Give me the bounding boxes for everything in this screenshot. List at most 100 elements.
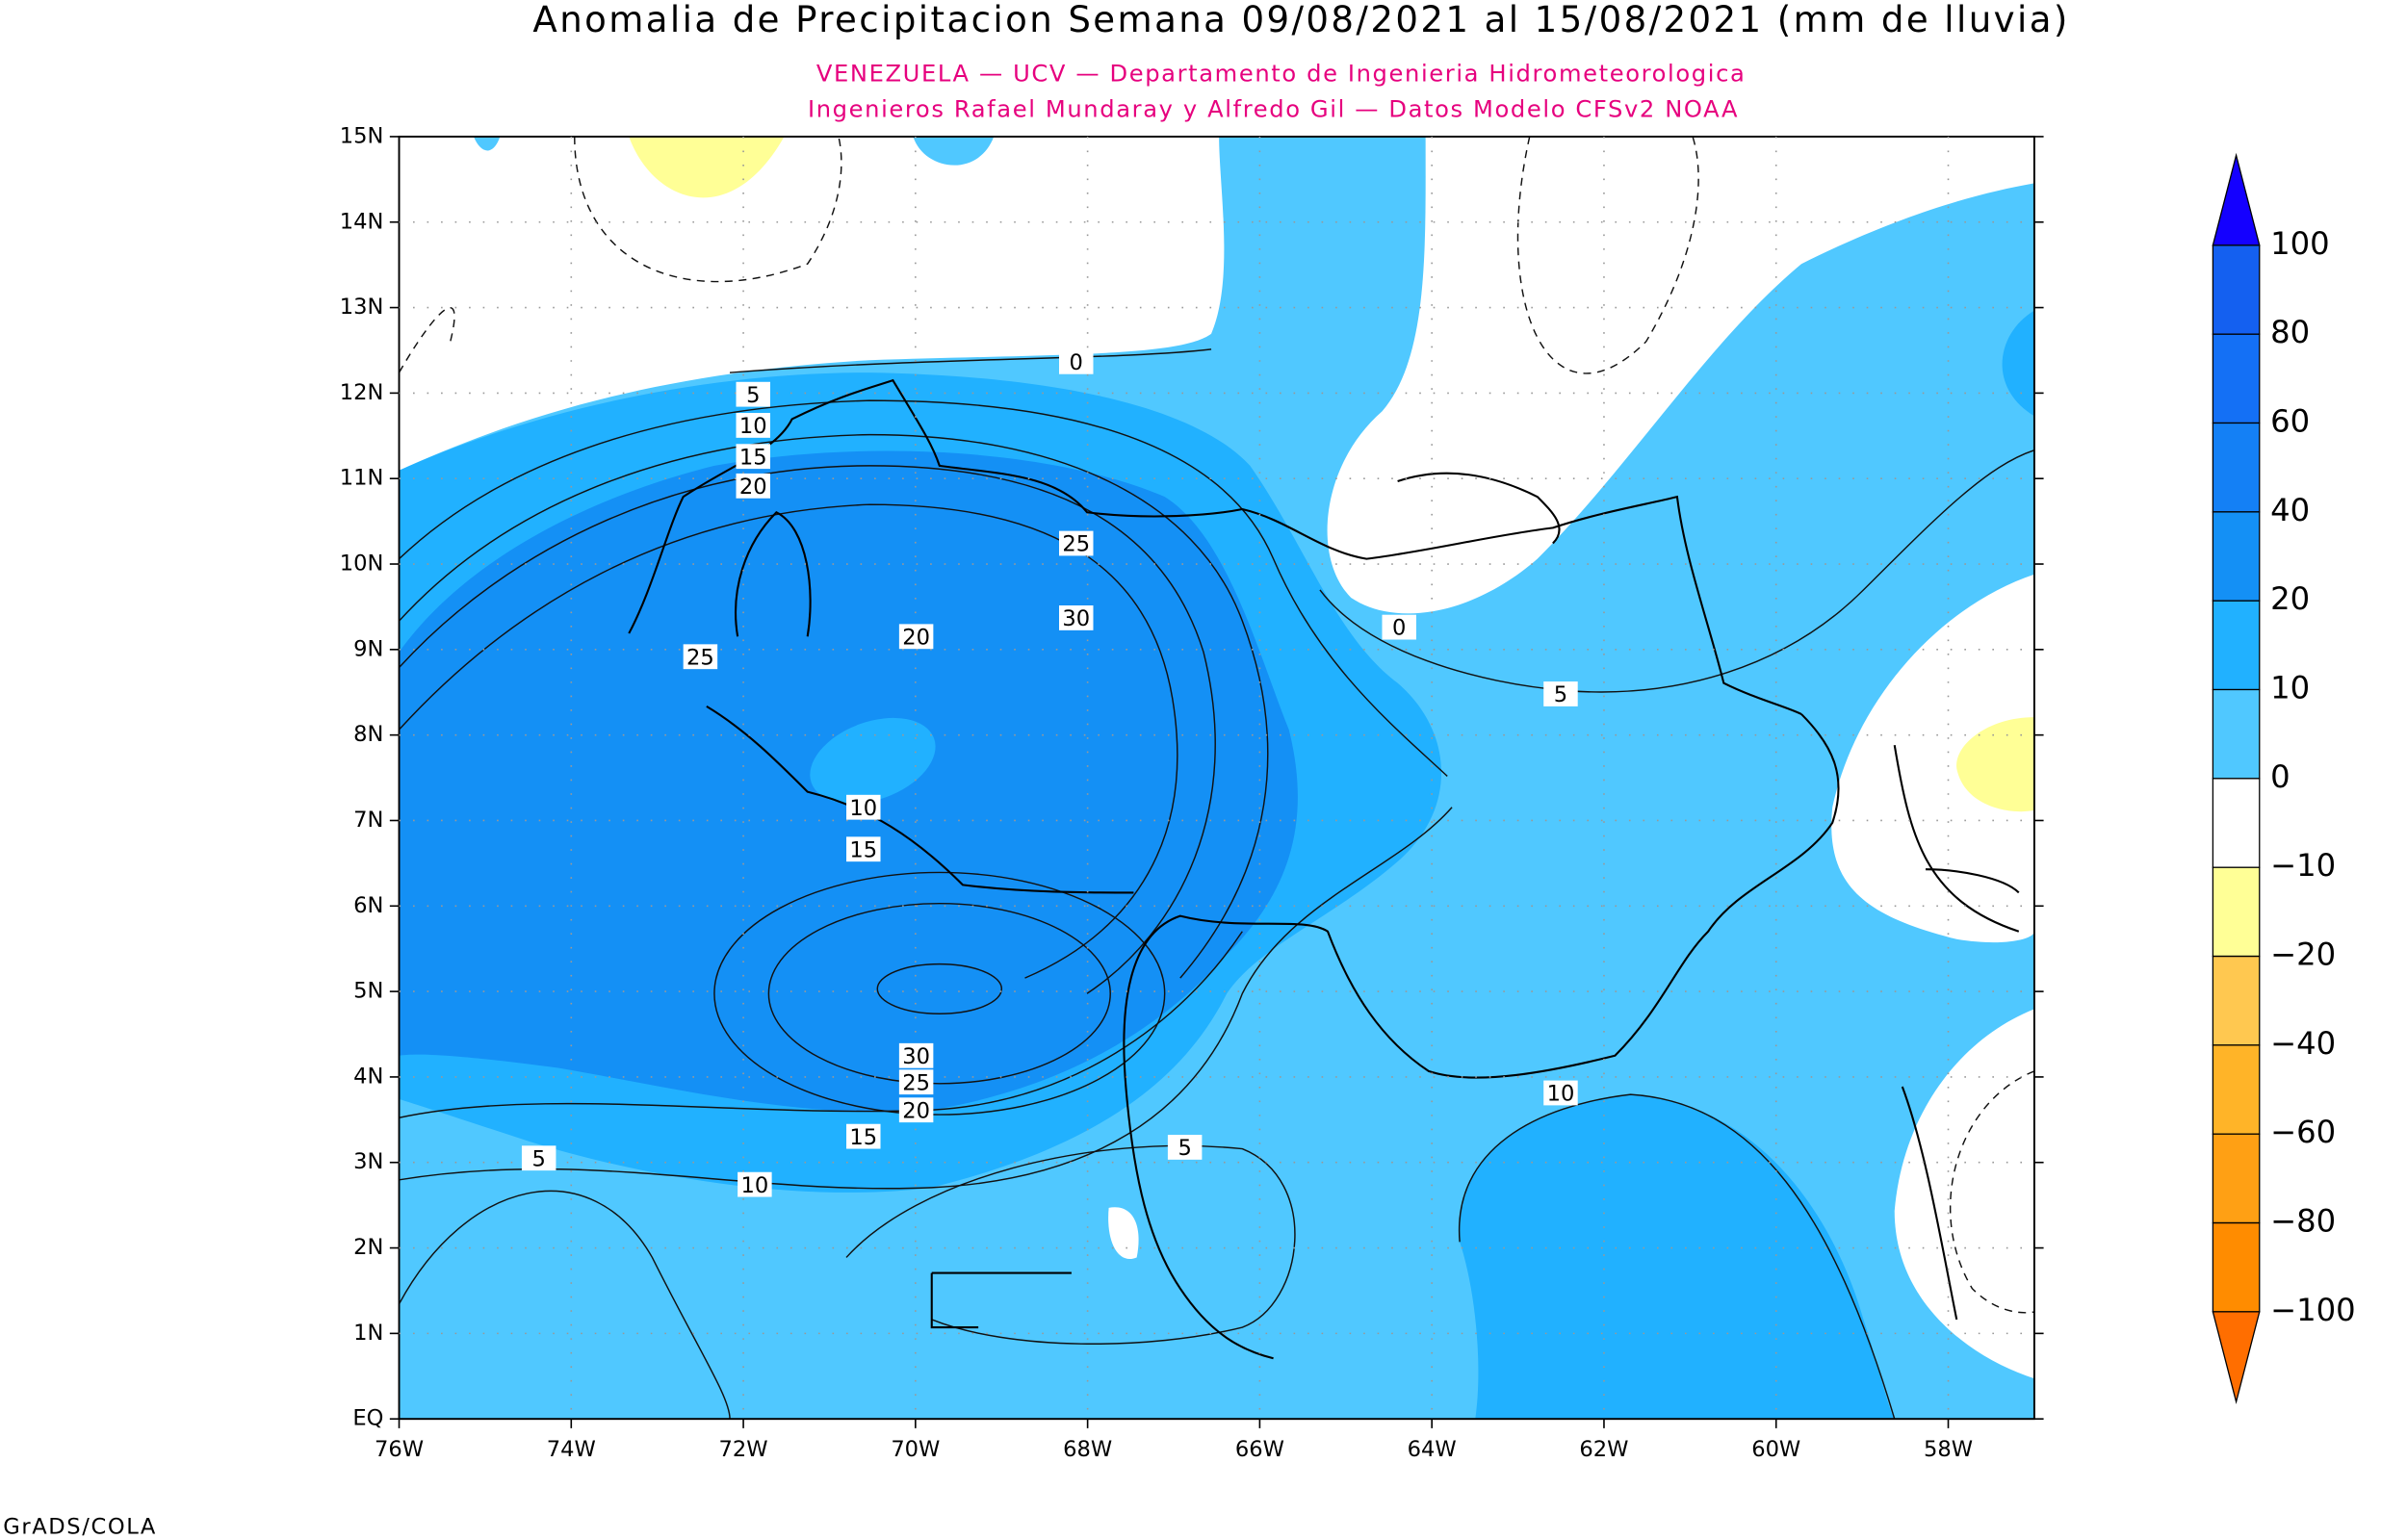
colorbar-label: −100 — [2270, 1292, 2356, 1328]
lat-label: 7N — [353, 808, 383, 833]
contour-label-bg — [1543, 681, 1578, 706]
lon-label: 76W — [375, 1437, 424, 1462]
colorbar-segment — [2212, 152, 2261, 246]
contour-label-bg — [846, 794, 881, 820]
fill-neg — [1327, 136, 2034, 614]
lon-label: 68W — [1063, 1437, 1112, 1462]
contour-label-bg — [1059, 605, 1094, 630]
contour-label: 5 — [531, 1146, 545, 1171]
contour-label: 25 — [1062, 532, 1090, 557]
contour-label: 0 — [1070, 350, 1083, 375]
contour-label: 10 — [849, 796, 877, 821]
lat-label: 9N — [353, 636, 383, 661]
lat-label: EQ — [352, 1406, 383, 1431]
contour-label: 25 — [686, 645, 714, 670]
colorbar-label: 100 — [2270, 225, 2330, 262]
lat-label: 2N — [353, 1235, 383, 1260]
lat-label: 12N — [340, 380, 384, 405]
plot-frame — [398, 135, 2035, 1421]
fill-neg10 — [1956, 717, 2034, 812]
contour-label: 25 — [902, 1070, 930, 1095]
colorbar-label: −80 — [2270, 1203, 2336, 1240]
contour-label: 10 — [741, 1173, 769, 1198]
contour-label-bg — [683, 644, 718, 670]
lat-label: 11N — [340, 466, 384, 491]
field — [399, 136, 2034, 1420]
fill-neg — [1831, 574, 2034, 943]
lat-label: 14N — [340, 209, 384, 234]
colorbar-segment — [2212, 600, 2261, 691]
fill-0-10 — [473, 136, 995, 166]
colorbar-label: −60 — [2270, 1114, 2336, 1150]
contour-label-bg — [1059, 348, 1094, 374]
colorbar-segment — [2212, 955, 2261, 1046]
contour-label: 30 — [1062, 606, 1090, 631]
colorbar-segment — [2212, 866, 2261, 958]
lat-label: 4N — [353, 1064, 383, 1089]
colorbar-label: 20 — [2270, 580, 2310, 617]
contour-label: 5 — [1178, 1136, 1191, 1161]
colorbar-label: −40 — [2270, 1025, 2336, 1062]
lon-label: 66W — [1235, 1437, 1284, 1462]
contour-label-bg — [898, 1069, 934, 1095]
title: Anomalia de Precipitacion Semana 09/08/2… — [532, 0, 2069, 40]
colorbar-segment — [2212, 333, 2261, 424]
contours — [399, 136, 2034, 1420]
contour-label-bg — [1167, 1135, 1203, 1160]
fill-neg — [1894, 1009, 2034, 1379]
contour-label: 10 — [739, 414, 767, 439]
colorbar-segment — [2212, 778, 2261, 868]
contour-label-bg — [736, 473, 770, 499]
lon-label: 70W — [891, 1437, 940, 1462]
colorbar-segment — [2212, 244, 2261, 335]
contour-label-bg — [1382, 614, 1416, 640]
contour-label: 5 — [1554, 682, 1567, 707]
contour-label: 20 — [739, 475, 767, 500]
lat-label: 3N — [353, 1149, 383, 1174]
lon-label: 58W — [1924, 1437, 1973, 1462]
contour-label-bg — [738, 1171, 772, 1197]
colorbar-label: −20 — [2270, 937, 2336, 973]
colorbar-segment — [2212, 1133, 2261, 1224]
contour-label-bg — [898, 1097, 934, 1123]
colorbar-segment — [2212, 1311, 2261, 1405]
contour-label: 15 — [739, 445, 767, 470]
lat-label: 1N — [353, 1321, 383, 1346]
contour-label-bg — [846, 1123, 881, 1149]
lon-label: 60W — [1751, 1437, 1800, 1462]
colorbar-label: 60 — [2270, 403, 2310, 440]
footer: GrADS/COLA — [3, 1515, 157, 1540]
contour-label-bg — [736, 444, 770, 470]
colorbar-segment — [2212, 688, 2261, 780]
contour-label-bg — [1543, 1080, 1578, 1106]
colorbar-label: 40 — [2270, 492, 2310, 528]
lon-label: 72W — [719, 1437, 768, 1462]
colorbar-segment — [2212, 1044, 2261, 1135]
lon-label: 62W — [1579, 1437, 1628, 1462]
contour-label-bg — [898, 624, 934, 650]
colorbar-segment — [2212, 511, 2261, 602]
colorbar-segment — [2212, 1221, 2261, 1313]
contour-label: 15 — [849, 1125, 877, 1150]
colorbar-label: −10 — [2270, 847, 2336, 884]
fill-neg — [399, 136, 1225, 471]
lon-label: 74W — [547, 1437, 596, 1462]
contour-label: 20 — [902, 1098, 930, 1123]
lat-label: 13N — [340, 295, 384, 320]
lon-label: 64W — [1408, 1437, 1457, 1462]
fill-neg — [1108, 1207, 1139, 1260]
contour-label: 5 — [746, 383, 760, 408]
contour-label-bg — [1059, 530, 1094, 556]
contour-label: 30 — [902, 1044, 930, 1069]
contour-label: 10 — [1547, 1082, 1575, 1107]
contour-label-bg — [521, 1145, 556, 1171]
contour-label-bg — [736, 381, 770, 407]
contour-label: 0 — [1392, 616, 1406, 641]
fill-10-20 — [810, 717, 936, 804]
contour-label: 15 — [849, 837, 877, 862]
fill-neg10 — [629, 136, 785, 198]
